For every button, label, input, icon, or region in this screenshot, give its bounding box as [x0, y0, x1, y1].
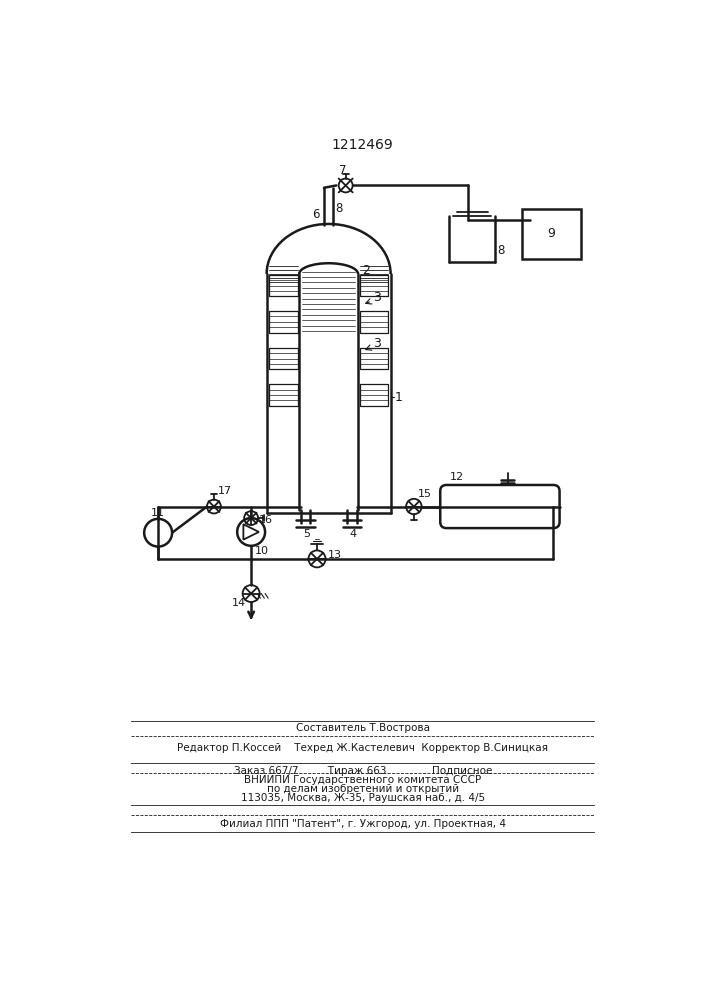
Bar [269, 384, 298, 406]
Text: 2: 2 [362, 264, 370, 277]
Text: Составитель Т.Вострова: Составитель Т.Вострова [296, 723, 430, 733]
Text: 113035, Москва, Ж-35, Раушская наб., д. 4/5: 113035, Москва, Ж-35, Раушская наб., д. … [240, 793, 485, 803]
Bar [269, 311, 298, 333]
Bar [360, 311, 388, 333]
Text: Филиал ППП "Патент", г. Ужгород, ул. Проектная, 4: Филиал ППП "Патент", г. Ужгород, ул. Про… [220, 819, 506, 829]
Text: 15: 15 [418, 489, 432, 499]
Text: 4: 4 [349, 529, 356, 539]
Text: 12: 12 [450, 472, 464, 482]
Bar [522, 209, 580, 259]
Text: 10: 10 [255, 546, 269, 556]
Text: 9: 9 [547, 227, 556, 240]
Text: Редактор П.Коссей    Техред Ж.Кастелевич  Корректор В.Синицкая: Редактор П.Коссей Техред Ж.Кастелевич Ко… [177, 743, 548, 753]
Text: 3: 3 [373, 337, 382, 350]
Bar [360, 348, 388, 369]
Text: по делам изобретений и открытий: по делам изобретений и открытий [267, 784, 459, 794]
Text: 7: 7 [339, 164, 347, 177]
Text: 14: 14 [232, 598, 246, 608]
Text: 3: 3 [373, 291, 382, 304]
Text: 1212469: 1212469 [332, 138, 394, 152]
Text: 16: 16 [259, 515, 273, 525]
Text: 8: 8 [336, 202, 343, 215]
Text: 8: 8 [498, 244, 505, 257]
Bar [360, 275, 388, 296]
Text: 1: 1 [395, 391, 402, 404]
Text: Заказ 667/7         Тираж 663              Подписное: Заказ 667/7 Тираж 663 Подписное [233, 766, 492, 776]
Bar [360, 384, 388, 406]
Text: 6: 6 [312, 208, 320, 221]
Text: 5: 5 [303, 529, 310, 539]
Bar [269, 348, 298, 369]
Text: 13: 13 [328, 550, 342, 560]
Text: 11: 11 [151, 508, 164, 518]
Text: ВНИИПИ Государственного комитета СССР: ВНИИПИ Государственного комитета СССР [244, 775, 481, 785]
Text: 17: 17 [218, 486, 232, 496]
Bar [269, 275, 298, 296]
